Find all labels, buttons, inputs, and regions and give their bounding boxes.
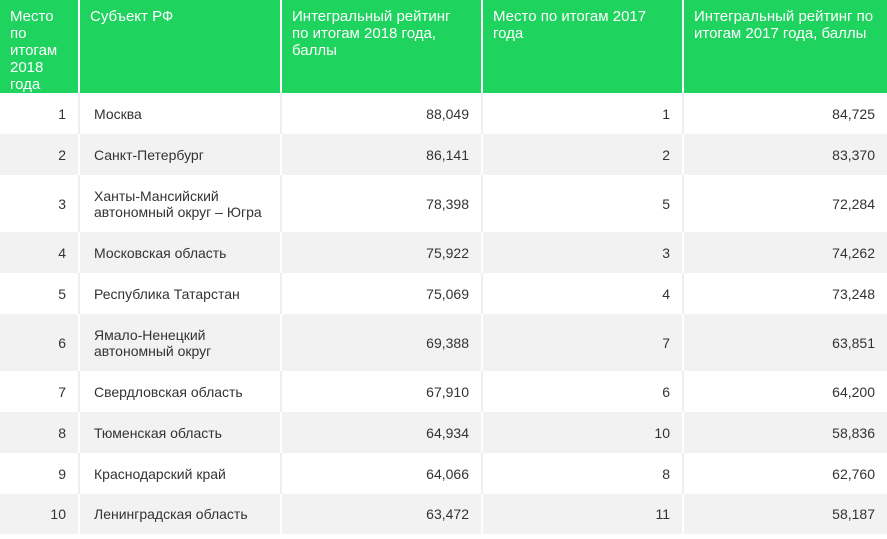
- table-row: 2 Санкт-Петербург 86,141 2 83,370: [0, 134, 887, 175]
- cell-score-2017: 62,760: [684, 453, 887, 494]
- table-row: 6 Ямало-Ненецкий автономный округ 69,388…: [0, 314, 887, 371]
- cell-score-2017: 58,836: [684, 412, 887, 453]
- cell-place-2018: 3: [0, 175, 80, 232]
- header-place-2018: Место по итогам 2018 года: [0, 0, 80, 93]
- cell-region: Тюменская область: [80, 412, 282, 453]
- cell-place-2018: 9: [0, 453, 80, 494]
- table-row: 8 Тюменская область 64,934 10 58,836: [0, 412, 887, 453]
- cell-place-2018: 10: [0, 494, 80, 534]
- table-body: 1 Москва 88,049 1 84,725 2 Санкт-Петербу…: [0, 93, 887, 534]
- cell-score-2018: 75,069: [282, 273, 483, 314]
- cell-score-2018: 64,934: [282, 412, 483, 453]
- cell-region: Московская область: [80, 232, 282, 273]
- cell-place-2017: 11: [483, 494, 684, 534]
- cell-place-2018: 8: [0, 412, 80, 453]
- cell-place-2018: 7: [0, 371, 80, 412]
- cell-region: Свердловская область: [80, 371, 282, 412]
- cell-place-2018: 1: [0, 93, 80, 134]
- table-row: 7 Свердловская область 67,910 6 64,200: [0, 371, 887, 412]
- cell-score-2017: 74,262: [684, 232, 887, 273]
- table-row: 10 Ленинградская область 63,472 11 58,18…: [0, 494, 887, 534]
- header-score-2018: Интегральный рейтинг по итогам 2018 года…: [282, 0, 483, 93]
- cell-region: Ханты-Мансийский автономный округ – Югра: [80, 175, 282, 232]
- table-row: 5 Республика Татарстан 75,069 4 73,248: [0, 273, 887, 314]
- table-row: 1 Москва 88,049 1 84,725: [0, 93, 887, 134]
- cell-score-2018: 63,472: [282, 494, 483, 534]
- cell-region: Ленинградская область: [80, 494, 282, 534]
- cell-region: Москва: [80, 93, 282, 134]
- header-place-2017: Место по итогам 2017 года: [483, 0, 684, 93]
- cell-place-2017: 7: [483, 314, 684, 371]
- cell-place-2017: 1: [483, 93, 684, 134]
- cell-score-2018: 75,922: [282, 232, 483, 273]
- cell-score-2017: 83,370: [684, 134, 887, 175]
- cell-place-2018: 2: [0, 134, 80, 175]
- cell-score-2017: 84,725: [684, 93, 887, 134]
- cell-place-2017: 2: [483, 134, 684, 175]
- table-row: 9 Краснодарский край 64,066 8 62,760: [0, 453, 887, 494]
- cell-score-2018: 69,388: [282, 314, 483, 371]
- cell-place-2018: 4: [0, 232, 80, 273]
- cell-score-2018: 64,066: [282, 453, 483, 494]
- cell-place-2017: 6: [483, 371, 684, 412]
- table-row: 4 Московская область 75,922 3 74,262: [0, 232, 887, 273]
- cell-score-2017: 72,284: [684, 175, 887, 232]
- cell-score-2018: 78,398: [282, 175, 483, 232]
- cell-region: Ямало-Ненецкий автономный округ: [80, 314, 282, 371]
- cell-place-2017: 10: [483, 412, 684, 453]
- cell-region: Санкт-Петербург: [80, 134, 282, 175]
- cell-score-2017: 58,187: [684, 494, 887, 534]
- cell-place-2017: 8: [483, 453, 684, 494]
- cell-score-2017: 64,200: [684, 371, 887, 412]
- header-region: Субъект РФ: [80, 0, 282, 93]
- cell-place-2017: 4: [483, 273, 684, 314]
- cell-place-2017: 3: [483, 232, 684, 273]
- cell-score-2018: 86,141: [282, 134, 483, 175]
- cell-score-2018: 67,910: [282, 371, 483, 412]
- header-score-2017: Интегральный рейтинг по итогам 2017 года…: [684, 0, 887, 93]
- cell-score-2018: 88,049: [282, 93, 483, 134]
- cell-place-2018: 5: [0, 273, 80, 314]
- cell-score-2017: 63,851: [684, 314, 887, 371]
- header-row: Место по итогам 2018 года Субъект РФ Инт…: [0, 0, 887, 93]
- cell-score-2017: 73,248: [684, 273, 887, 314]
- cell-region: Краснодарский край: [80, 453, 282, 494]
- table-header: Место по итогам 2018 года Субъект РФ Инт…: [0, 0, 887, 93]
- cell-region: Республика Татарстан: [80, 273, 282, 314]
- cell-place-2018: 6: [0, 314, 80, 371]
- cell-place-2017: 5: [483, 175, 684, 232]
- table-row: 3 Ханты-Мансийский автономный округ – Юг…: [0, 175, 887, 232]
